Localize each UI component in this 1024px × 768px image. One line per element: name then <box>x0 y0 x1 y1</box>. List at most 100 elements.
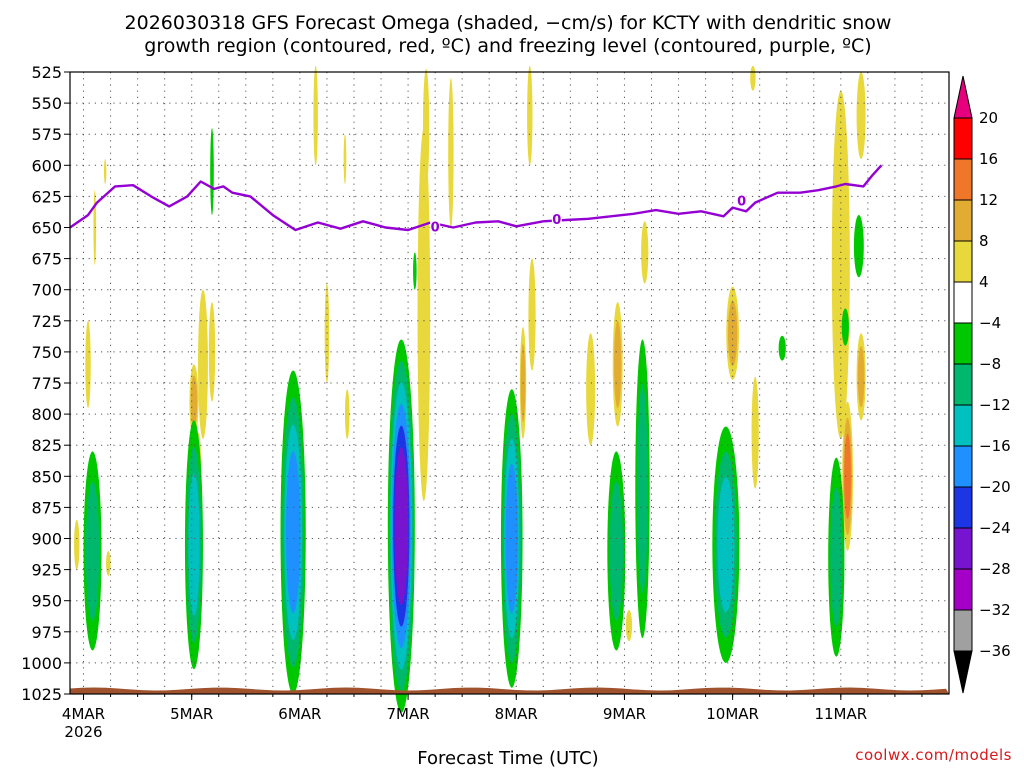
omega-ascent-blob-4 <box>85 320 91 408</box>
freezing-level-line <box>69 164 883 232</box>
colorbar-swatch <box>953 609 973 652</box>
colorbar-tick-label: 12 <box>979 191 998 209</box>
omega-ascent-blob-4 <box>103 159 107 184</box>
y-tick-label: 900 <box>31 530 62 549</box>
colorbar-swatch <box>953 199 973 242</box>
y-tick-label: 975 <box>31 623 62 642</box>
y-tick-label: 625 <box>31 187 62 206</box>
omega-ascent-blob-4 <box>750 65 756 91</box>
omega-lift-blob-n4 <box>413 252 417 290</box>
omega-ascent-blob-4 <box>208 302 216 402</box>
omega-ascent-blob-4 <box>625 610 633 642</box>
chart-title-line1: 2026030318 GFS Forecast Omega (shaded, −… <box>125 12 892 34</box>
omega-ascent-blob-4 <box>448 78 454 228</box>
colorbar-swatch <box>953 363 973 406</box>
omega-ascent-blob-4 <box>93 190 97 265</box>
colorbar-swatch <box>953 240 973 283</box>
omega-lift-blob-n12 <box>85 481 100 621</box>
freezing-level-label: 0 <box>431 221 440 236</box>
ground-fill <box>70 687 949 694</box>
colorbar-tick-label: −32 <box>979 601 1011 619</box>
colorbar-tick-label: −4 <box>979 314 1001 332</box>
x-tick-sublabel: 2026 <box>64 723 102 741</box>
y-tick-label: 825 <box>31 436 62 455</box>
ground-strip <box>70 687 949 694</box>
x-tick-label: 4MAR <box>62 705 105 723</box>
x-tick-label: 10MAR <box>706 705 759 723</box>
freezing-level-label: 0 <box>737 194 746 209</box>
colorbar-tick-label: −16 <box>979 437 1011 455</box>
colorbar-swatch <box>953 322 973 365</box>
colorbar-swatch <box>953 404 973 447</box>
freezing-label-bg <box>551 212 562 227</box>
colorbar-tick-label: −12 <box>979 396 1011 414</box>
omega-ascent-blob-4 <box>586 333 596 446</box>
x-tick-label: 5MAR <box>170 705 213 723</box>
omega-ascent-blob-4 <box>641 221 649 284</box>
credit-text: coolwx.com/models <box>855 746 1012 764</box>
axes: 525 550 575 600 625 650 675 700 725 750 775 800 825 8… <box>21 63 950 741</box>
colorbar-tick-label: 8 <box>979 232 989 250</box>
omega-ascent-blob-4 <box>527 65 533 166</box>
omega-lift-blob-n12 <box>609 481 624 621</box>
x-tick-label: 11MAR <box>814 705 867 723</box>
y-tick-label: 950 <box>31 592 62 611</box>
y-tick-label: 925 <box>31 561 62 580</box>
colorbar-tick-label: 20 <box>979 109 998 127</box>
omega-ascent-blob-4 <box>856 72 866 160</box>
omega-lift-blob-n4 <box>210 127 214 216</box>
grid <box>70 72 949 694</box>
colorbar-tick-label: −28 <box>979 560 1011 578</box>
omega-lift-blob-n20 <box>505 463 518 614</box>
y-tick-label: 875 <box>31 498 62 517</box>
colorbar-swatch <box>953 486 973 529</box>
colorbar-swatch <box>953 281 973 324</box>
colorbar-tick-label: −8 <box>979 355 1001 373</box>
colorbar-tick-label: −20 <box>979 478 1011 496</box>
colorbar: 20 16 12 8 4 −4 −8 −12 −16 −20 −24 −28 −32 −36 <box>953 75 1011 694</box>
omega-ascent-blob-4 <box>344 389 350 439</box>
omega-ascent-blob-4 <box>528 258 536 371</box>
y-tick-label: 525 <box>31 63 62 82</box>
omega-ascent-blob-4 <box>313 65 318 166</box>
x-tick-label: 6MAR <box>278 705 321 723</box>
x-tick-label: 9MAR <box>603 705 646 723</box>
omega-ascent-blob-8 <box>190 375 198 428</box>
omega-lift-blob-n16 <box>717 477 735 613</box>
y-tick-label: 650 <box>31 219 62 238</box>
omega-ascent-blob-4 <box>74 519 80 570</box>
colorbar-swatch <box>953 445 973 488</box>
y-tick-label: 1025 <box>21 685 62 704</box>
y-tick-label: 750 <box>31 343 62 362</box>
y-tick-label: 850 <box>31 467 62 486</box>
y-tick-label: 700 <box>31 281 62 300</box>
y-tick-label: 775 <box>31 374 62 393</box>
omega-ascent-blob-8 <box>857 346 865 408</box>
x-tick-label: 8MAR <box>495 705 538 723</box>
colorbar-swatch <box>953 527 973 570</box>
y-tick-label: 575 <box>31 125 62 144</box>
omega-ascent-blob-8 <box>614 320 622 408</box>
omega-lift-blob-n12 <box>830 487 843 627</box>
omega-lift-blob-n20 <box>285 451 301 614</box>
colorbar-swatch <box>953 158 973 201</box>
colorbar-tick-label: 16 <box>979 150 998 168</box>
omega-lift-blob-n12 <box>637 384 648 594</box>
omega-ascent-blob-4 <box>198 289 208 439</box>
y-tick-label: 600 <box>31 156 62 175</box>
freezing-level-contour: 0 0 0 <box>69 164 883 236</box>
x-axis-label: Forecast Time (UTC) <box>417 748 598 768</box>
colorbar-swatch <box>953 568 973 611</box>
colorbar-tick-label: −24 <box>979 519 1011 537</box>
y-tick-label: 550 <box>31 94 62 113</box>
omega-ascent-blob-4 <box>417 127 431 502</box>
y-tick-label: 1000 <box>21 654 62 673</box>
colorbar-swatch <box>953 117 973 160</box>
omega-ascent-blob-4 <box>751 376 759 489</box>
omega-ascent-blob-4 <box>106 550 111 576</box>
colorbar-tick-label: 4 <box>979 273 989 291</box>
freezing-level-label: 0 <box>552 213 561 228</box>
omega-lift-blob-n28 <box>394 447 409 606</box>
omega-ascent-blob-4 <box>343 134 347 184</box>
